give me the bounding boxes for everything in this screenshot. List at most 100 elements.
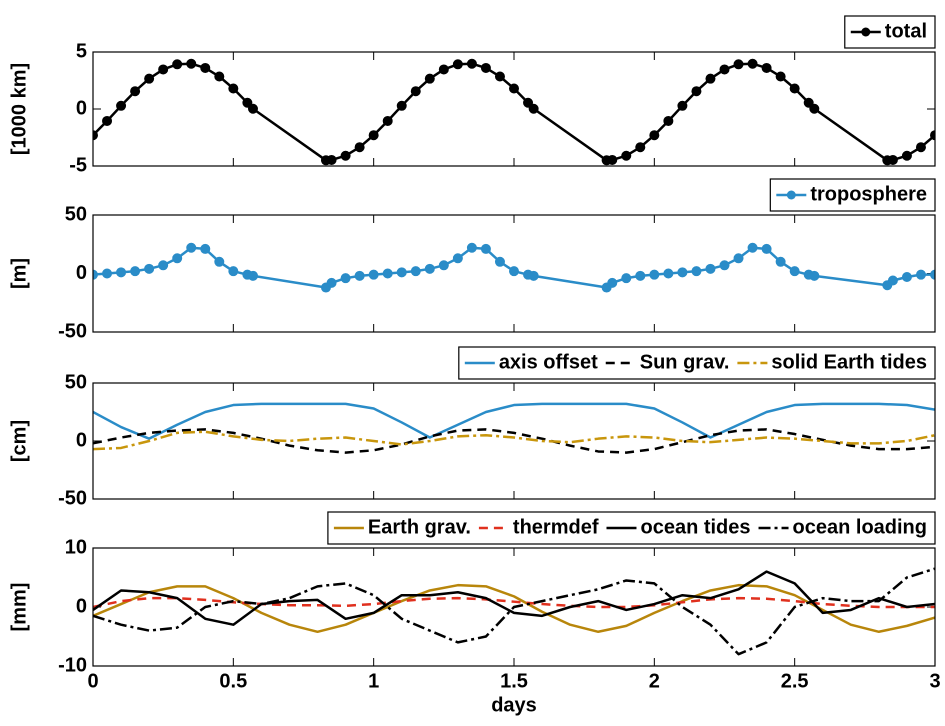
line	[93, 428, 935, 454]
legend-marker	[861, 27, 871, 37]
x-tick-label: 2	[649, 670, 660, 692]
x-tick-label: 0.5	[219, 670, 247, 692]
marker	[761, 62, 772, 73]
series	[93, 402, 935, 440]
marker	[528, 103, 539, 114]
marker	[200, 62, 211, 73]
legend-label: Earth grav.	[368, 516, 471, 538]
marker	[186, 242, 197, 253]
marker	[705, 73, 716, 84]
marker	[621, 273, 632, 284]
legend-label: troposphere	[810, 183, 927, 205]
marker	[438, 260, 449, 271]
marker	[214, 71, 225, 82]
series	[93, 58, 935, 166]
axes-box	[92, 382, 936, 500]
y-axis-label: [m]	[8, 258, 30, 289]
marker	[733, 253, 744, 264]
marker	[214, 256, 225, 267]
marker	[480, 243, 491, 254]
x-axis-label: days	[491, 694, 537, 716]
marker	[635, 270, 646, 281]
marker	[494, 256, 505, 267]
marker	[509, 83, 519, 94]
marker	[494, 71, 505, 82]
marker	[466, 58, 477, 69]
marker	[172, 59, 183, 70]
legend-box	[458, 346, 936, 380]
legend-label: Sun grav.	[640, 351, 730, 373]
series	[93, 430, 935, 451]
legend-label: ocean loading	[793, 516, 927, 538]
marker	[747, 58, 758, 69]
legend: axis offset Sun grav. solid Earth tides	[458, 346, 936, 380]
marker	[368, 269, 379, 280]
legend-label: total	[885, 20, 927, 42]
y-axis-label: [mm]	[8, 583, 30, 632]
legend: troposphere	[769, 178, 936, 212]
marker	[102, 268, 113, 279]
marker	[663, 115, 674, 126]
marker	[901, 272, 912, 283]
marker	[340, 273, 351, 284]
line	[93, 567, 935, 656]
marker	[887, 154, 898, 165]
y-tick-label: 5	[76, 40, 87, 62]
marker	[382, 115, 393, 126]
y-tick-label: -5	[69, 154, 87, 176]
marker	[803, 97, 814, 108]
marker	[649, 269, 660, 280]
y-tick-label: 0	[76, 595, 87, 617]
marker	[733, 59, 744, 70]
marker	[382, 268, 393, 279]
marker	[930, 130, 935, 141]
y-tick-label: 0	[76, 262, 87, 284]
marker	[775, 256, 786, 267]
y-tick-label: 50	[65, 203, 87, 225]
series	[93, 428, 935, 454]
y-tick-label: 0	[76, 429, 87, 451]
marker	[775, 71, 786, 82]
marker	[130, 86, 141, 97]
x-tick-label: 1	[368, 670, 379, 692]
marker	[719, 260, 730, 271]
y-tick-label: -10	[58, 654, 87, 676]
marker	[200, 243, 211, 254]
x-tick-label: 1.5	[500, 670, 528, 692]
legend-label: ocean tides	[640, 516, 750, 538]
y-tick-label: 0	[76, 97, 87, 119]
series	[93, 242, 935, 293]
marker	[452, 253, 463, 264]
marker	[480, 62, 491, 73]
marker	[144, 263, 155, 274]
marker	[887, 275, 898, 286]
marker	[509, 266, 519, 277]
marker	[747, 242, 758, 253]
marker	[326, 154, 337, 165]
marker	[396, 267, 407, 278]
marker	[424, 73, 435, 84]
marker	[247, 103, 258, 114]
axes-box	[92, 51, 936, 167]
marker	[789, 266, 800, 277]
marker	[607, 277, 618, 288]
marker	[901, 150, 912, 161]
legend-label: axis offset	[499, 351, 598, 373]
axes-box	[92, 214, 936, 333]
marker	[677, 267, 688, 278]
marker	[354, 270, 365, 281]
legend-label: thermdef	[513, 516, 599, 538]
marker	[93, 130, 98, 141]
y-tick-label: -50	[58, 320, 87, 342]
marker	[242, 97, 253, 108]
marker	[789, 83, 800, 94]
marker	[410, 86, 421, 97]
legend-label: solid Earth tides	[771, 351, 927, 373]
marker	[116, 100, 127, 111]
x-tick-label: 3	[929, 670, 940, 692]
y-tick-label: 10	[65, 536, 87, 558]
line	[93, 583, 935, 634]
marker	[677, 100, 688, 111]
y-tick-label: -50	[58, 487, 87, 509]
